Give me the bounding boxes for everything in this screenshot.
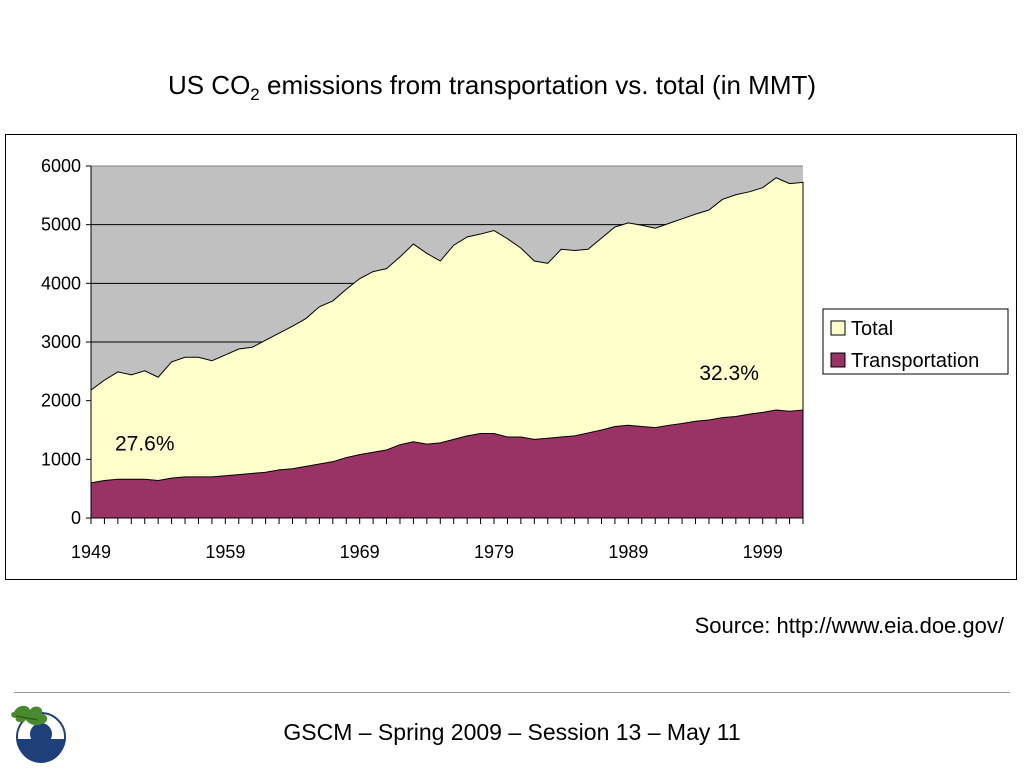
slide-title: US CO2 emissions from transportation vs.…: [167, 70, 817, 104]
x-tick-label: 1979: [474, 542, 514, 562]
source-citation: Source: http://www.eia.doe.gov/: [694, 613, 1004, 638]
legend: [822, 308, 1009, 375]
x-tick-label: 1989: [608, 542, 648, 562]
x-tick-label: 1959: [205, 542, 245, 562]
emissions-area-chart: 0 1000 2000 3000 4000 5000 6000 1949 1959 1969 197…: [41, 156, 1009, 562]
y-tick-label: 2000: [41, 391, 81, 411]
chart-frame: 0 1000 2000 3000 4000 5000 6000 1949 1959 1969 197…: [5, 134, 1017, 580]
y-tick-label: 4000: [41, 273, 81, 293]
y-tick-label: 3000: [41, 332, 81, 352]
y-tick-label: 6000: [41, 156, 81, 176]
share-annotation: 32.3%: [699, 362, 759, 385]
x-tick-label: 1999: [743, 542, 783, 562]
x-tick-label: 1969: [340, 542, 380, 562]
x-tick-label: 1949: [71, 542, 111, 562]
legend-label: Transportation: [851, 350, 979, 372]
legend-swatch: [830, 352, 846, 368]
y-tick-label: 0: [71, 508, 81, 528]
y-tick-label: 5000: [41, 215, 81, 235]
area-transportation: [90, 409, 804, 519]
legend-swatch: [830, 320, 846, 336]
share-annotation: 27.6%: [115, 433, 175, 456]
legend-label: Total: [851, 318, 893, 340]
y-tick-label: 1000: [41, 449, 81, 469]
footer-divider: [14, 692, 1010, 693]
footer-text: GSCM – Spring 2009 – Session 13 – May 11: [283, 719, 741, 745]
oak-leaf-globe-icon: [11, 705, 66, 763]
